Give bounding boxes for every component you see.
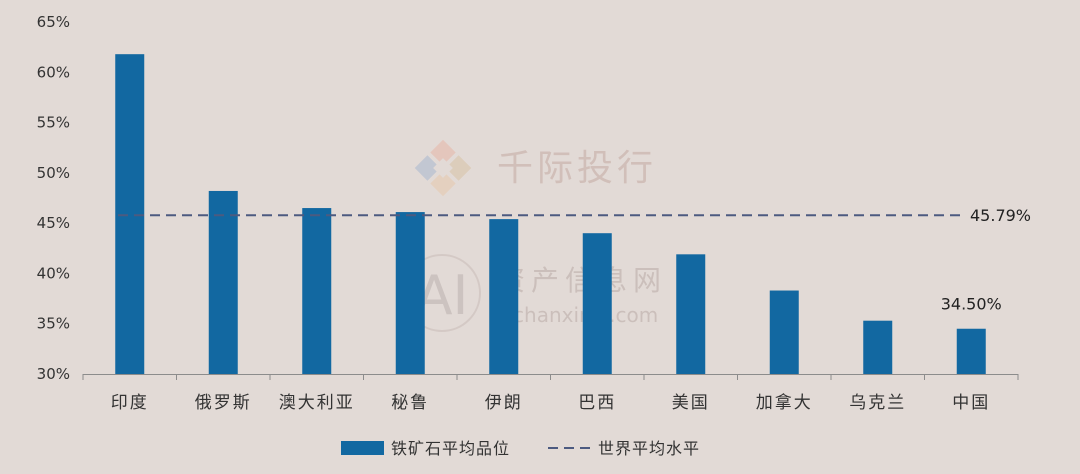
bar: [956, 328, 986, 374]
legend-bar-label: 铁矿石平均品位: [391, 439, 510, 458]
x-category-label: 澳大利亚: [279, 393, 355, 413]
brand-logo-icon: [414, 139, 472, 197]
watermark-site: AI 资产信息网 zichanxinxi.com: [403, 254, 667, 332]
watermark-site-name: 资产信息网: [497, 264, 667, 297]
data-label: 34.50%: [941, 295, 1002, 314]
bar: [676, 254, 706, 374]
reference-line-label: 45.79%: [970, 206, 1031, 225]
bar: [115, 54, 145, 374]
y-tick-label: 45%: [37, 214, 70, 232]
x-category-label: 美国: [672, 393, 710, 413]
x-category-label: 印度: [111, 393, 149, 413]
x-category-label: 中国: [952, 393, 990, 413]
x-category-label: 伊朗: [485, 393, 523, 413]
reference-line: 45.79%: [118, 206, 1031, 225]
bar: [863, 320, 893, 374]
x-category-label: 巴西: [578, 393, 616, 413]
y-axis: 30% 35% 40% 45% 50% 55% 60% 65%: [37, 13, 70, 383]
x-axis: 印度 俄罗斯 澳大利亚 秘鲁 伊朗 巴西 美国 加拿大 乌克兰 中国: [82, 374, 1019, 413]
legend-line-label: 世界平均水平: [598, 439, 700, 458]
x-category-label: 秘鲁: [391, 393, 429, 413]
bars: [115, 54, 986, 374]
x-category-label: 俄罗斯: [195, 393, 252, 413]
watermark-brand: 千际投行: [414, 139, 657, 197]
x-category-label: 加拿大: [756, 392, 813, 413]
bar: [395, 212, 425, 374]
legend-bar-swatch: [341, 441, 384, 455]
legend: 铁矿石平均品位 世界平均水平: [341, 439, 700, 458]
watermark-site-url: zichanxinxi.com: [497, 303, 658, 327]
bar: [769, 290, 799, 374]
y-tick-label: 55%: [37, 114, 70, 132]
y-tick-label: 40%: [37, 264, 70, 282]
y-tick-label: 60%: [37, 63, 70, 81]
data-labels: 34.50%: [941, 295, 1002, 314]
y-tick-label: 30%: [37, 365, 70, 383]
bar: [302, 208, 332, 374]
bar: [208, 190, 238, 374]
y-tick-label: 35%: [37, 315, 70, 333]
bar: [489, 219, 519, 374]
bar: [582, 233, 612, 374]
y-tick-label: 50%: [37, 164, 70, 182]
watermark-brand-name: 千际投行: [497, 148, 657, 189]
x-category-label: 乌克兰: [849, 393, 906, 413]
y-tick-label: 65%: [37, 13, 70, 31]
